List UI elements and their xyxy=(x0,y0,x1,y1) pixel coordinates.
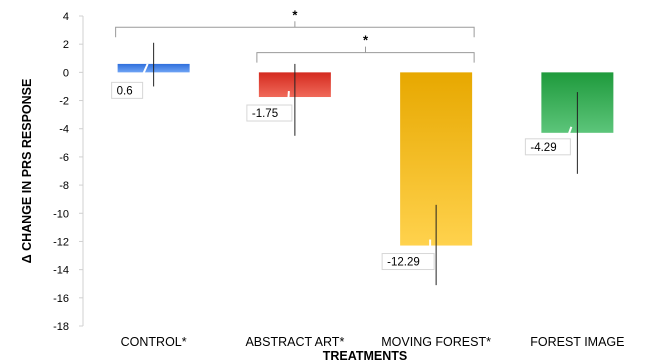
y-tick-label: -18 xyxy=(53,321,69,333)
x-tick-label: CONTROL* xyxy=(121,335,187,349)
y-tick-label: -16 xyxy=(53,293,69,305)
significance-star: * xyxy=(292,7,298,22)
data-label-box xyxy=(381,253,435,271)
significance-brackets: ** xyxy=(115,7,475,63)
x-axis-title: TREATMENTS xyxy=(323,349,408,363)
significance-bracket xyxy=(115,26,475,38)
data-label: -4.29 xyxy=(530,142,556,154)
x-tick-label: ABSTRACT ART* xyxy=(245,335,344,349)
data-label: 0.6 xyxy=(117,85,133,97)
significance-star: * xyxy=(363,33,369,48)
data-label-connector xyxy=(137,63,149,85)
y-tick-label: -6 xyxy=(59,152,69,164)
y-tick-label: -14 xyxy=(53,265,69,277)
data-label-box xyxy=(524,138,571,156)
data-labels: 0.6 -1.75 -12.29 -4.29 xyxy=(111,63,573,271)
y-tick-label: -12 xyxy=(53,236,69,248)
data-label-box xyxy=(111,81,144,99)
error-bars xyxy=(153,42,578,286)
x-tick-label: MOVING FOREST* xyxy=(381,335,491,349)
data-label: -12.29 xyxy=(387,257,420,269)
y-tick-label: -8 xyxy=(59,180,69,192)
significance-bracket xyxy=(256,52,475,63)
y-tick-label: 0 xyxy=(63,67,69,79)
data-label: -1.75 xyxy=(252,108,278,120)
y-tick-label: -2 xyxy=(59,96,69,108)
data-label-connector xyxy=(286,90,290,108)
y-axis-title: Δ CHANGE IN PRS RESPONSE xyxy=(20,79,34,264)
axes: 4 2 0 -2 -4 -6 -8 -10 -12 -14 -16 -18 CONTROL* ABSTRA… xyxy=(53,11,624,349)
y-tick-label: -4 xyxy=(59,124,69,136)
y-tick-label: 4 xyxy=(63,11,69,23)
y-tick-label: 2 xyxy=(63,39,69,51)
x-tick-label: FOREST IMAGE xyxy=(530,335,624,349)
data-label-box xyxy=(246,104,293,122)
y-tick-label: -10 xyxy=(53,208,69,220)
